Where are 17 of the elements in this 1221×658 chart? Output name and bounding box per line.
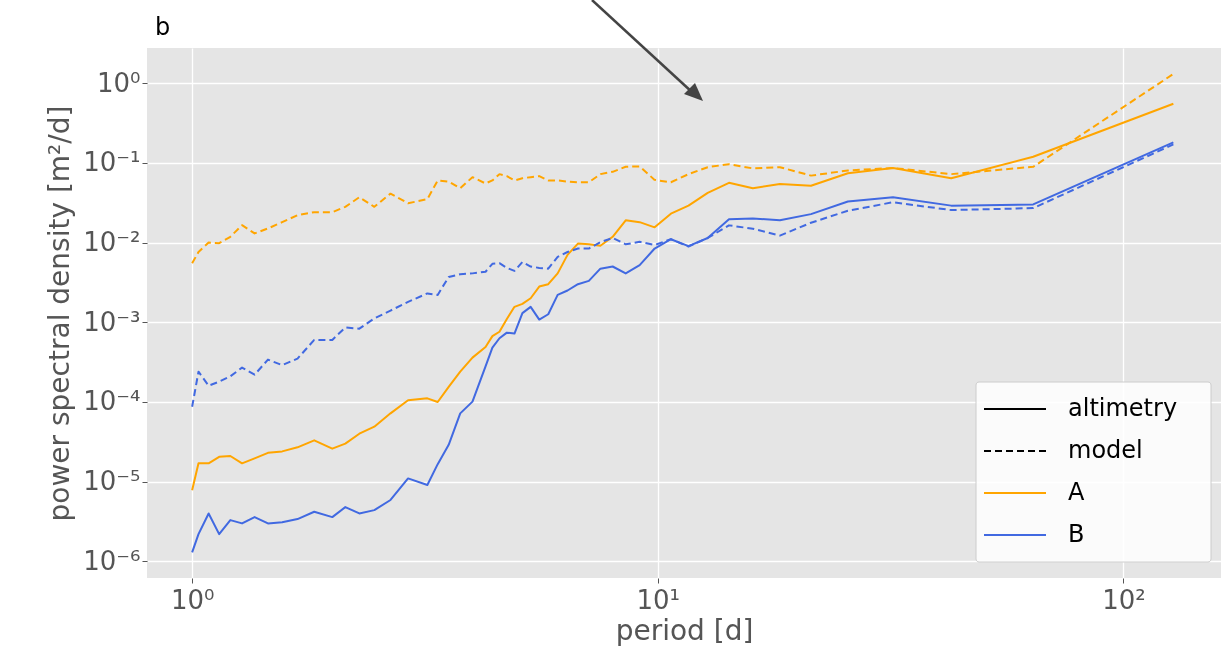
x-tick-label: 10⁰: [170, 584, 215, 615]
y-tick-label: 10⁻¹: [83, 147, 141, 178]
legend-label: A: [1068, 478, 1085, 506]
y-tick-label: 10⁰: [96, 67, 141, 98]
chart-title: b: [155, 13, 171, 41]
annotation: altimetry: [1068, 394, 1178, 422]
y-tick-label: 10⁻⁶: [83, 545, 141, 576]
x-axis-title: period [d]: [615, 613, 754, 647]
y-tick-label: 10⁻³: [83, 306, 141, 337]
y-tick-label: 10⁻⁴: [83, 386, 141, 417]
annotation: model: [1068, 436, 1143, 464]
y-axis-title: power spectral density [m²/d]: [43, 105, 77, 522]
x-tick-label: 10²: [1102, 584, 1146, 615]
legend-label: B: [1068, 520, 1085, 548]
x-tick-label: 10¹: [636, 584, 681, 615]
y-tick-label: 10⁻²: [83, 227, 141, 257]
y-tick-label: 10⁻⁵: [83, 466, 141, 497]
